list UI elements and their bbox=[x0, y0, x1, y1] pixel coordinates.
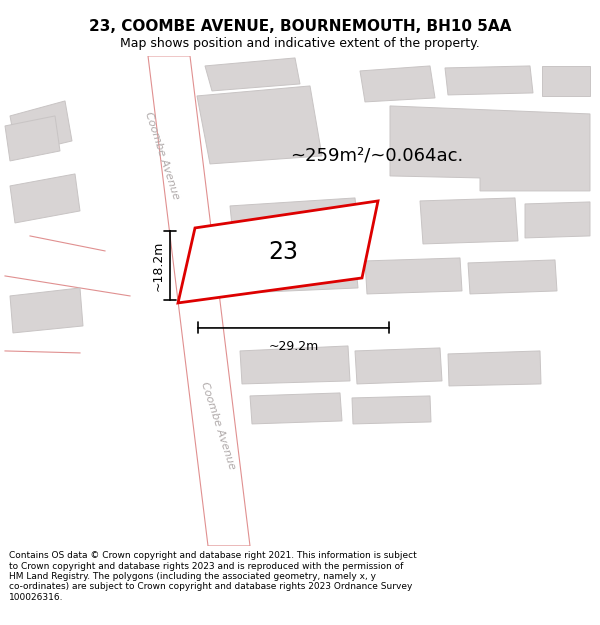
Polygon shape bbox=[10, 101, 72, 154]
Polygon shape bbox=[240, 256, 358, 293]
Text: Map shows position and indicative extent of the property.: Map shows position and indicative extent… bbox=[120, 38, 480, 50]
Text: Coombe Avenue: Coombe Avenue bbox=[143, 111, 181, 201]
Polygon shape bbox=[365, 258, 462, 294]
Polygon shape bbox=[5, 116, 60, 161]
Polygon shape bbox=[240, 346, 350, 384]
Polygon shape bbox=[197, 86, 322, 164]
Polygon shape bbox=[445, 66, 533, 95]
Text: ~259m²/~0.064ac.: ~259m²/~0.064ac. bbox=[290, 147, 463, 165]
Polygon shape bbox=[178, 201, 378, 303]
Text: 23: 23 bbox=[268, 241, 298, 264]
Text: Contains OS data © Crown copyright and database right 2021. This information is : Contains OS data © Crown copyright and d… bbox=[9, 551, 417, 602]
Polygon shape bbox=[420, 198, 518, 244]
Polygon shape bbox=[468, 260, 557, 294]
Text: ~29.2m: ~29.2m bbox=[268, 340, 319, 353]
Text: ~18.2m: ~18.2m bbox=[152, 240, 165, 291]
Text: 23, COOMBE AVENUE, BOURNEMOUTH, BH10 5AA: 23, COOMBE AVENUE, BOURNEMOUTH, BH10 5AA bbox=[89, 19, 511, 34]
Polygon shape bbox=[360, 66, 435, 102]
Polygon shape bbox=[205, 58, 300, 91]
Polygon shape bbox=[525, 202, 590, 238]
Polygon shape bbox=[10, 288, 83, 333]
Text: Coombe Avenue: Coombe Avenue bbox=[199, 381, 237, 471]
Polygon shape bbox=[355, 348, 442, 384]
Polygon shape bbox=[148, 56, 250, 546]
Polygon shape bbox=[352, 396, 431, 424]
Polygon shape bbox=[230, 198, 360, 256]
Polygon shape bbox=[10, 174, 80, 223]
Polygon shape bbox=[448, 351, 541, 386]
Polygon shape bbox=[390, 106, 590, 191]
Polygon shape bbox=[542, 66, 590, 96]
Polygon shape bbox=[250, 393, 342, 424]
